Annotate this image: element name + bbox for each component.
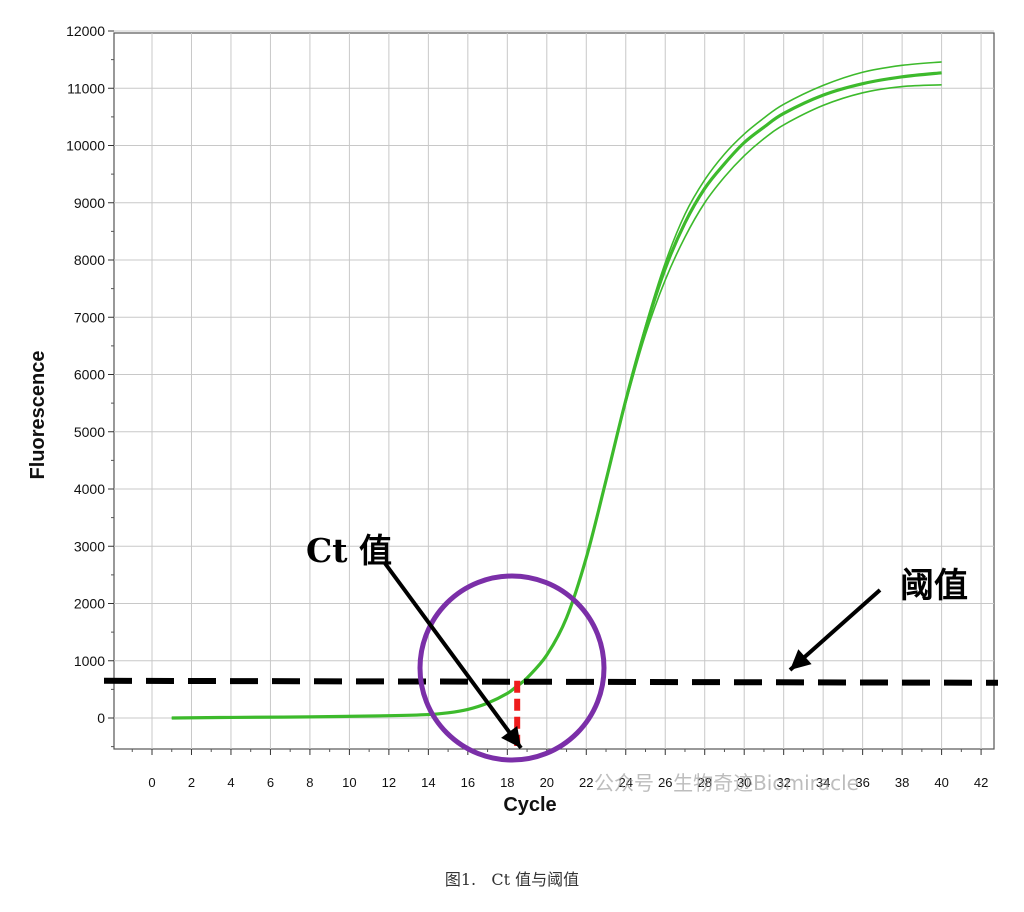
- amplification-curves: [171, 61, 942, 720]
- x-tick-label: 32: [776, 775, 790, 790]
- threshold-arrow-shaft: [788, 588, 882, 672]
- y-tick-label: 9000: [74, 195, 105, 211]
- y-tick-label: 10000: [66, 138, 105, 154]
- plot-area: [113, 32, 995, 750]
- y-tick-label: 7000: [74, 309, 105, 325]
- y-tick-label: 2000: [74, 596, 105, 612]
- x-tick-label: 8: [306, 775, 313, 790]
- threshold-arrow-head: [790, 649, 812, 670]
- x-tick-label: 28: [697, 775, 711, 790]
- x-tick-label: 20: [540, 775, 554, 790]
- y-tick-label: 12000: [66, 23, 105, 39]
- x-tick-label: 24: [619, 775, 633, 790]
- threshold-label: 阈值: [900, 566, 968, 606]
- x-tick-label: 0: [148, 775, 155, 790]
- y-tick-label: 11000: [67, 80, 105, 96]
- y-tick-label: 4000: [74, 481, 105, 497]
- x-tick-label: 12: [382, 775, 396, 790]
- x-tick-label: 6: [267, 775, 274, 790]
- x-tick-label: 42: [974, 775, 988, 790]
- x-axis: 0 2 4 6 8 10 12 14 16 18 20 22 24 26 28 30 32 34 36 38 40 42: [131, 749, 988, 790]
- y-tick-label: 8000: [74, 252, 105, 268]
- threshold-line: [103, 677, 999, 686]
- y-tick-label: 3000: [74, 538, 105, 554]
- x-tick-label: 36: [855, 775, 869, 790]
- ct-highlight-circle: [417, 573, 607, 763]
- annotation-overlay: [103, 560, 999, 763]
- x-tick-label: 34: [816, 775, 830, 790]
- figure-caption: 图1. Ct 值与阈值: [444, 870, 580, 889]
- x-tick-label: 40: [934, 775, 948, 790]
- x-tick-label: 18: [500, 775, 514, 790]
- y-tick-label: 6000: [74, 367, 105, 383]
- x-tick-label: 22: [579, 775, 593, 790]
- x-tick-label: 16: [461, 775, 475, 790]
- y-tick-label: 0: [97, 710, 105, 726]
- y-tick-label: 1000: [74, 653, 105, 669]
- x-tick-label: 2: [188, 775, 195, 790]
- amplification-curve-3: [171, 84, 942, 719]
- x-tick-label: 10: [342, 775, 356, 790]
- ct-arrow: [382, 560, 523, 750]
- y-axis: 0 1000 2000 3000 4000 5000 6000 7000 8000 9000 100…: [66, 23, 114, 748]
- x-axis-label: Cycle: [503, 794, 556, 816]
- x-tick-label: 4: [227, 775, 234, 790]
- threshold-arrow: [788, 588, 882, 672]
- ct-arrow-head: [501, 725, 521, 748]
- x-tick-label: 14: [421, 775, 435, 790]
- watermark-text: 公众号 · 生物奇迹Biomiracle: [594, 771, 859, 795]
- grid-lines: [114, 30, 994, 749]
- x-tick-label: 38: [895, 775, 909, 790]
- ct-arrow-shaft: [382, 560, 523, 750]
- x-tick-label: 30: [737, 775, 751, 790]
- ct-label: Ct 值: [306, 531, 392, 570]
- x-tick-label: 26: [658, 775, 672, 790]
- y-axis-label: Fluorescence: [27, 351, 49, 480]
- y-tick-label: 5000: [74, 424, 105, 440]
